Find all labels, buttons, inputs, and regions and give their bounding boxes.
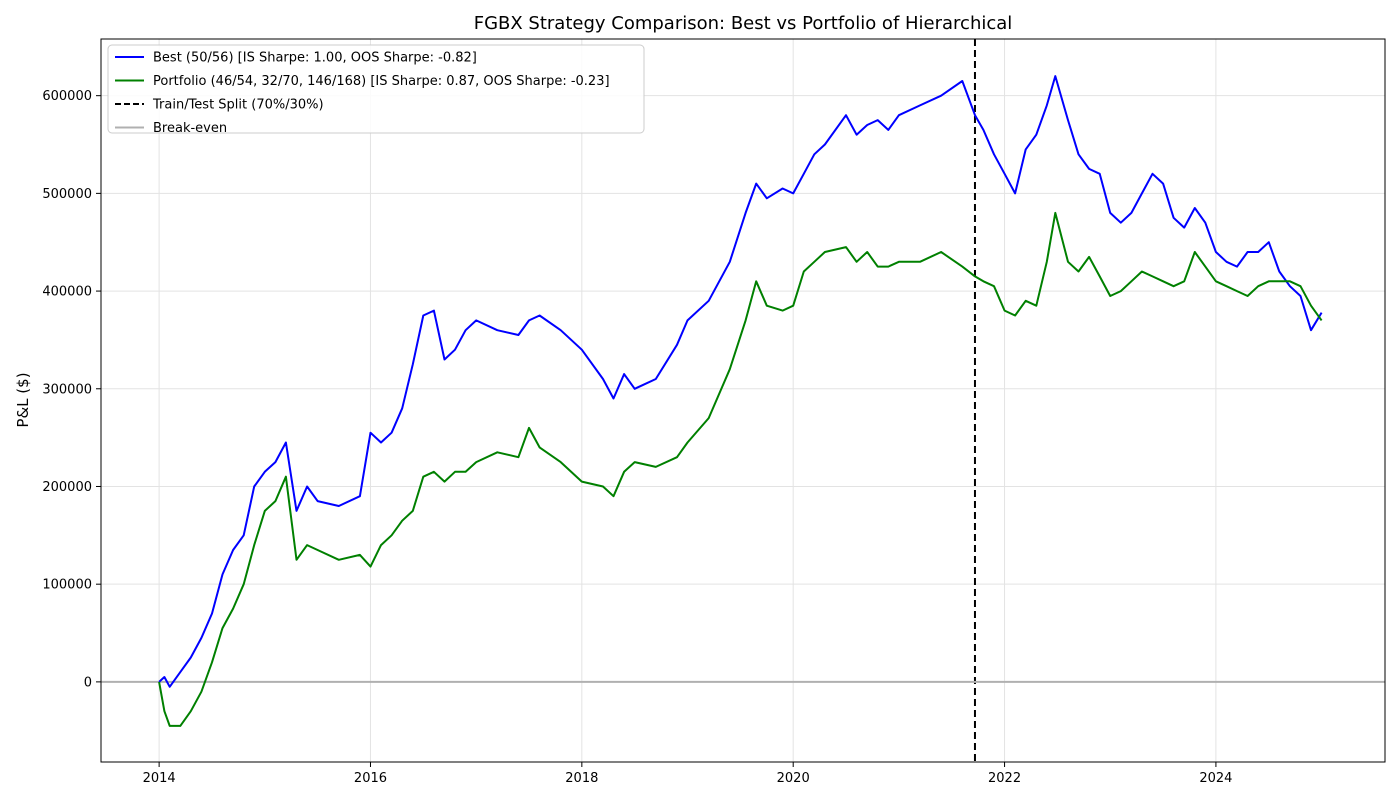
y-tick-label: 300000 <box>42 382 92 397</box>
x-tick-label: 2014 <box>143 771 176 786</box>
x-tick-label: 2016 <box>354 771 387 786</box>
x-tick-label: 2018 <box>565 771 598 786</box>
legend-label-best: Best (50/56) [IS Sharpe: 1.00, OOS Sharp… <box>153 51 477 66</box>
series-lines <box>158 75 1323 727</box>
reference-lines <box>101 39 1385 762</box>
y-tick-label: 100000 <box>42 578 92 593</box>
chart-title: FGBX Strategy Comparison: Best vs Portfo… <box>474 13 1013 34</box>
axis-ticks: 2014 2016 2018 2020 2022 2024 0 100000 200000 300… <box>42 89 1232 786</box>
legend-label-portfolio: Portfolio (46/54, 32/70, 146/168) [IS Sh… <box>153 74 610 89</box>
legend-label-break-even: Break-even <box>153 121 227 136</box>
series-line-best <box>158 75 1323 688</box>
legend: Best (50/56) [IS Sharpe: 1.00, OOS Sharp… <box>107 44 645 136</box>
legend-label-split: Train/Test Split (70%/30%) <box>152 98 324 113</box>
y-tick-label: 0 <box>84 675 92 690</box>
series-line-portfolio <box>158 211 1323 727</box>
y-tick-label: 400000 <box>42 285 92 300</box>
y-axis-label: P&L ($) <box>14 372 32 427</box>
legend-box <box>107 44 645 134</box>
grid <box>101 39 1385 762</box>
x-tick-label: 2022 <box>988 771 1021 786</box>
x-tick-label: 2024 <box>1199 771 1232 786</box>
y-tick-label: 200000 <box>42 480 92 495</box>
y-tick-label: 600000 <box>42 89 92 104</box>
x-tick-label: 2020 <box>777 771 810 786</box>
y-tick-label: 500000 <box>42 187 92 202</box>
plot-area-frame <box>100 38 1386 763</box>
